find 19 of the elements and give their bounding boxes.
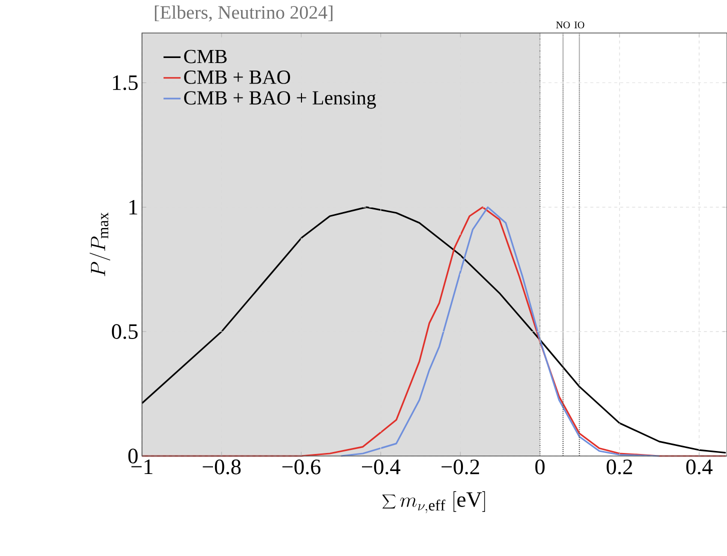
x-tick-label: 0 <box>535 460 545 474</box>
legend-label: CMB <box>184 50 227 64</box>
text: [Elbers, Neutrino 2024] <box>154 6 332 22</box>
legend-label: CMB + BAO <box>184 70 290 84</box>
line-series <box>340 206 660 457</box>
y-tick-label: 0.5 <box>112 324 138 340</box>
ref-line-label: IO <box>574 22 584 28</box>
x-axis-title: $\sum m_{\nu,\mathrm{eff}}\ [\mathrm{eV}]$ <box>382 491 485 514</box>
x-tick-label: −0.4 <box>362 460 400 474</box>
y-tick-label: 1 <box>129 200 138 214</box>
ref-line-label: NO <box>556 22 570 28</box>
x-tick-label: −0.2 <box>442 460 480 474</box>
x-tick-label: 0.4 <box>686 460 713 474</box>
y-tick-label: 1.5 <box>113 75 138 90</box>
legend-label: CMB + BAO + Lensing <box>184 91 376 109</box>
y-axis-title: $P/P_{\mathrm{max}}$ <box>90 212 110 276</box>
x-tick-label: −0.6 <box>282 460 320 474</box>
x-tick-label: −0.8 <box>202 460 241 474</box>
x-tick-label: 0.2 <box>606 460 632 474</box>
